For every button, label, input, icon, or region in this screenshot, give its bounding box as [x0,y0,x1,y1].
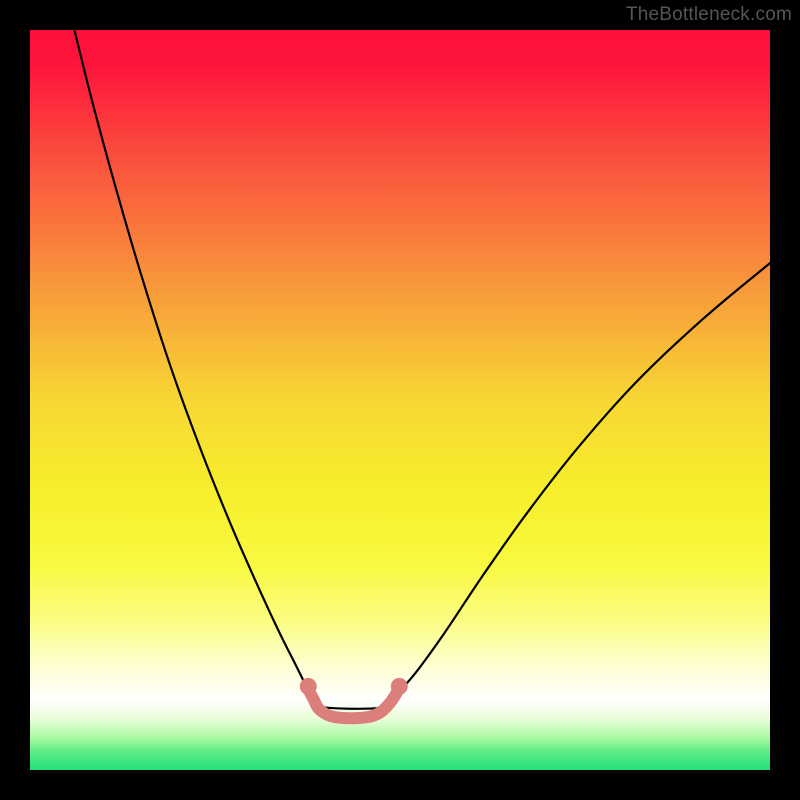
main-v-curve [74,30,770,709]
trough-end-dot [300,678,317,695]
watermark-text: TheBottleneck.com [626,4,792,26]
trough-highlight [308,689,398,719]
trough-end-dot [391,678,408,695]
stage: TheBottleneck.com [0,0,800,800]
chart-svg [30,30,770,770]
plot-area [30,30,770,770]
